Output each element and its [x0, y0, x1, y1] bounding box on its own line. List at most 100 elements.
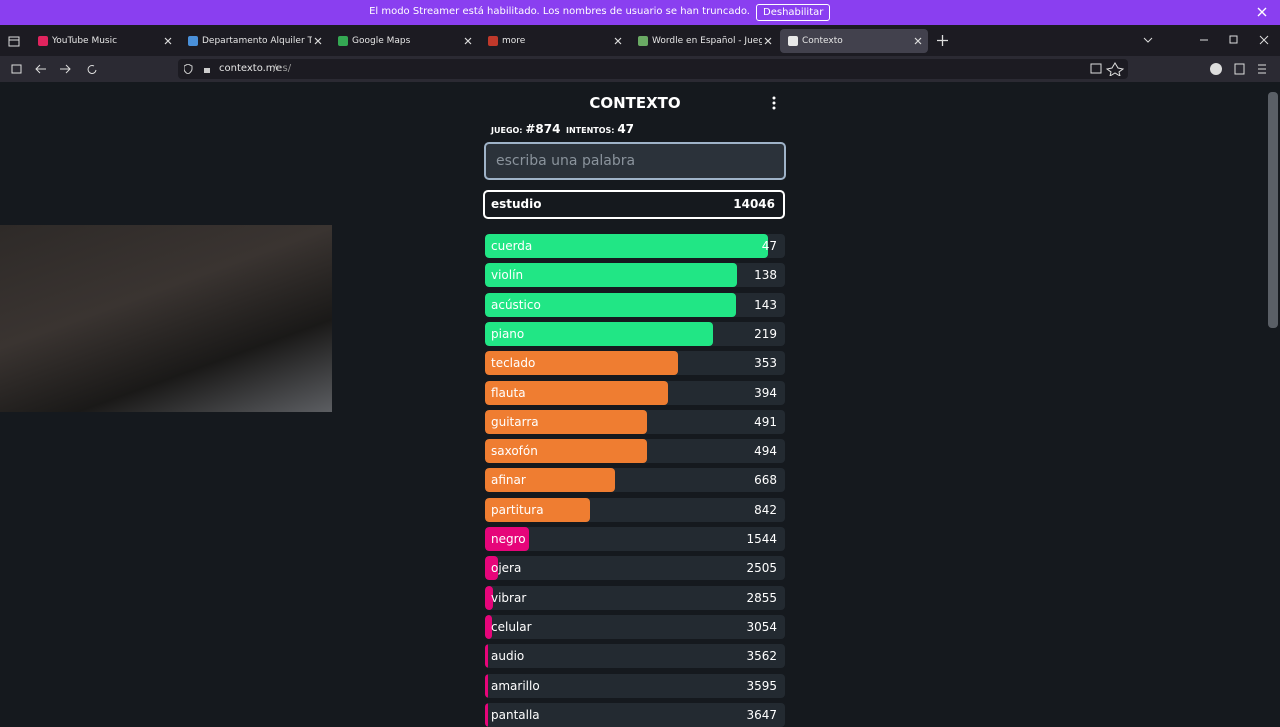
tab-close[interactable] — [314, 37, 322, 45]
tab-icon — [638, 36, 648, 46]
toolbar-icons[interactable] — [1090, 62, 1270, 76]
guess-bar — [485, 321, 714, 346]
guess-rank: 3054 — [746, 619, 777, 634]
close-banner[interactable] — [1257, 7, 1267, 17]
guess-rank: 47 — [761, 239, 777, 253]
tab-title: Google Maps — [352, 36, 411, 46]
guess-row: cuerda 47 — [485, 234, 785, 258]
tab[interactable]: Contexto — [780, 29, 928, 53]
tab-list[interactable] — [8, 35, 20, 47]
guess-rank: 219 — [754, 326, 777, 341]
guess-row: piano 219 — [485, 321, 785, 346]
guess-rank: 842 — [754, 502, 777, 517]
guess-rank: 1544 — [746, 532, 777, 546]
tab-icon — [488, 36, 498, 46]
guess-rank: 3595 — [746, 678, 777, 693]
guess-row: negro 1544 — [485, 527, 785, 551]
guess-bar — [485, 439, 647, 464]
tab-close[interactable] — [614, 37, 622, 45]
guess-word: cuerda — [491, 239, 533, 253]
guess-rank: 3647 — [746, 707, 777, 722]
guess-bar — [485, 234, 768, 258]
guess-row: flauta 394 — [485, 380, 785, 405]
attempts-count: 47 — [617, 122, 635, 136]
tab-bar: YouTube Music Departamento Alquiler Tempo… — [0, 25, 1280, 56]
menu-button[interactable] — [771, 96, 777, 110]
guess-row: partitura 842 — [485, 497, 785, 522]
guess-bar — [485, 380, 669, 405]
url-host: contexto.me — [219, 63, 282, 74]
address-bar[interactable]: contexto.me/es/ — [178, 59, 1128, 79]
last-guess: estudio 14046 — [483, 190, 785, 219]
last-word: estudio — [491, 197, 542, 211]
guess-bar — [485, 614, 492, 639]
tab-icon — [788, 36, 798, 46]
tab-title: Departamento Alquiler Tempor — [202, 36, 312, 46]
guess-bar — [485, 468, 616, 493]
guess-rank: 494 — [754, 444, 777, 459]
guess-rank: 668 — [754, 473, 777, 488]
guess-row: vibrar 2855 — [485, 585, 785, 610]
url-path: /es/ — [273, 63, 292, 74]
tab-overflow[interactable] — [1143, 37, 1153, 43]
guess-row: ojera 2505 — [485, 556, 785, 581]
tab[interactable]: Google Maps — [330, 29, 478, 53]
tab-close[interactable] — [164, 37, 172, 45]
guess-word: saxofón — [491, 444, 538, 459]
game-info: JUEGO: #874 INTENTOS: 47 — [491, 122, 634, 136]
tab[interactable]: more — [480, 29, 628, 53]
guess-rank: 2505 — [746, 561, 777, 576]
guess-bar — [485, 702, 489, 727]
guess-word: teclado — [491, 356, 536, 371]
tab[interactable]: Departamento Alquiler Tempor — [180, 29, 328, 53]
tab-title: Wordle en Español - Juega Wor — [652, 36, 762, 46]
webcam-overlay — [0, 225, 332, 412]
guess-word: violín — [491, 268, 524, 283]
guess-bar — [485, 673, 489, 698]
tab[interactable]: YouTube Music — [30, 29, 178, 53]
guess-word: acústico — [491, 297, 541, 312]
guess-row: guitarra 491 — [485, 409, 785, 434]
guess-row: audio 3562 — [485, 644, 785, 669]
guess-bar — [485, 409, 648, 434]
tab[interactable]: Wordle en Español - Juega Wor — [630, 29, 778, 53]
guess-bar — [485, 644, 489, 669]
word-input[interactable]: escriba una palabra — [484, 142, 786, 180]
guess-row: teclado 353 — [485, 351, 785, 376]
guess-row: pantalla 3647 — [485, 702, 785, 727]
new-tab[interactable] — [937, 35, 948, 46]
tab-icon — [38, 36, 48, 46]
guess-word: piano — [491, 326, 525, 341]
tab-close[interactable] — [914, 37, 922, 45]
guess-word: negro — [491, 532, 526, 546]
security-icons — [184, 64, 210, 74]
tab-close[interactable] — [464, 37, 472, 45]
guess-word: ojera — [491, 561, 522, 576]
guess-rank: 143 — [754, 297, 777, 312]
tab-close[interactable] — [764, 37, 772, 45]
guess-word: celular — [491, 619, 532, 634]
tab-title: more — [502, 36, 526, 46]
guess-word: guitarra — [491, 414, 539, 429]
nav-buttons[interactable] — [10, 62, 100, 76]
guess-rank: 2855 — [746, 590, 777, 605]
streamer-banner: El modo Streamer está habilitado. Los no… — [0, 0, 1280, 25]
attempts-label: INTENTOS: — [566, 126, 615, 135]
disable-button[interactable]: Deshabilitar — [756, 4, 831, 21]
guess-row: saxofón 494 — [485, 439, 785, 464]
guess-bar — [485, 556, 499, 581]
guess-row: afinar 668 — [485, 468, 785, 493]
guess-bar — [485, 263, 738, 288]
guess-bar — [485, 527, 529, 551]
guess-bar — [485, 585, 494, 610]
guess-rank: 491 — [754, 414, 777, 429]
toolbar: contexto.me/es/ — [0, 56, 1280, 82]
scrollbar[interactable] — [1268, 92, 1278, 328]
guess-row: celular 3054 — [485, 614, 785, 639]
game-title: CONTEXTO — [589, 94, 681, 112]
guess-word: flauta — [491, 385, 526, 400]
guess-word: amarillo — [491, 678, 540, 693]
guess-row: amarillo 3595 — [485, 673, 785, 698]
guess-rank: 138 — [754, 268, 777, 283]
